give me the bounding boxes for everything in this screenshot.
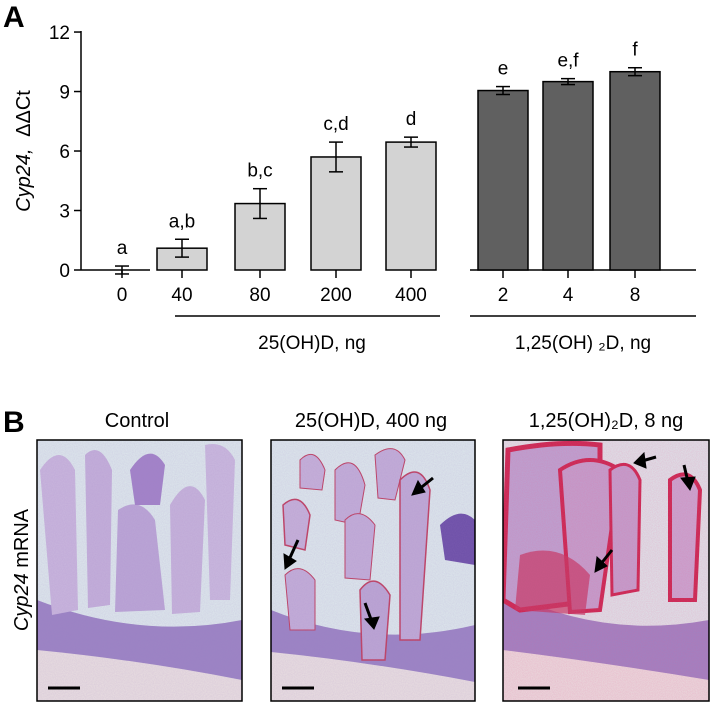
micrograph-control <box>37 440 242 701</box>
micrograph-25ohd <box>271 440 475 701</box>
significance-label: c,d <box>323 114 348 135</box>
y-tick-label: 6 <box>59 142 70 163</box>
y-tick-label: 9 <box>59 83 70 104</box>
micrograph-125ohd-frame <box>502 439 710 702</box>
micrograph-title-control: Control <box>105 410 169 432</box>
y-ticks: 0 3 6 9 12 <box>49 23 81 282</box>
significance-labels: a a,b b,c c,d d e e,f f <box>117 40 639 259</box>
x-tick-label: 8 <box>630 285 641 306</box>
group-label-25ohd: 25(OH)D, ng <box>258 333 366 354</box>
panel-b-letter: B <box>3 406 25 439</box>
y-axis-label: Cyp24, ΔΔCt <box>13 90 35 212</box>
bar-400 <box>385 141 437 271</box>
error-bars <box>115 66 642 275</box>
bars <box>156 70 661 271</box>
micrograph-title-125ohd: 1,25(OH)₂D, 8 ng <box>529 410 684 432</box>
panel-b-y-label-rest: mRNA <box>11 508 33 573</box>
bar-4 <box>542 80 594 271</box>
y-tick-label: 12 <box>49 23 70 44</box>
micrograph-25ohd-frame <box>270 439 476 702</box>
x-tick-label: 80 <box>249 285 270 306</box>
arrows-25ohd <box>283 476 434 630</box>
arrows-125ohd <box>594 451 696 573</box>
panel-b-y-label: Cyp24 mRNA <box>11 508 33 631</box>
y-tick-label: 3 <box>59 202 70 223</box>
bar-2 <box>477 89 529 271</box>
significance-label: e,f <box>557 51 579 72</box>
significance-label: b,c <box>247 161 272 182</box>
significance-label: d <box>406 109 417 130</box>
panel-a-letter: A <box>3 1 25 34</box>
x-tick-label: 4 <box>563 285 574 306</box>
micrograph-125ohd <box>503 440 709 701</box>
x-tick-label: 400 <box>395 285 427 306</box>
x-tick-label: 0 <box>117 285 128 306</box>
y-axis-label-gene: Cyp24, <box>13 148 35 211</box>
micrograph-control-frame <box>36 439 243 702</box>
x-tick-label: 40 <box>171 285 192 306</box>
x-ticks: 0 40 80 200 400 2 4 8 <box>117 270 641 306</box>
x-tick-label: 200 <box>320 285 352 306</box>
micrograph-title-25ohd: 25(OH)D, 400 ng <box>295 410 447 432</box>
significance-label: a,b <box>169 211 195 232</box>
significance-label: a <box>117 238 128 259</box>
panel-b-y-label-gene: Cyp24 <box>11 573 33 631</box>
group-label-125ohd: 1,25(OH) ₂D, ng <box>515 333 651 354</box>
bar-8 <box>609 70 661 271</box>
y-axis-label-unit: ΔΔCt <box>13 90 35 137</box>
significance-label: f <box>632 40 638 61</box>
significance-label: e <box>498 59 509 80</box>
x-tick-label: 2 <box>498 285 509 306</box>
bar-200 <box>310 156 362 271</box>
y-tick-label: 0 <box>59 261 70 282</box>
